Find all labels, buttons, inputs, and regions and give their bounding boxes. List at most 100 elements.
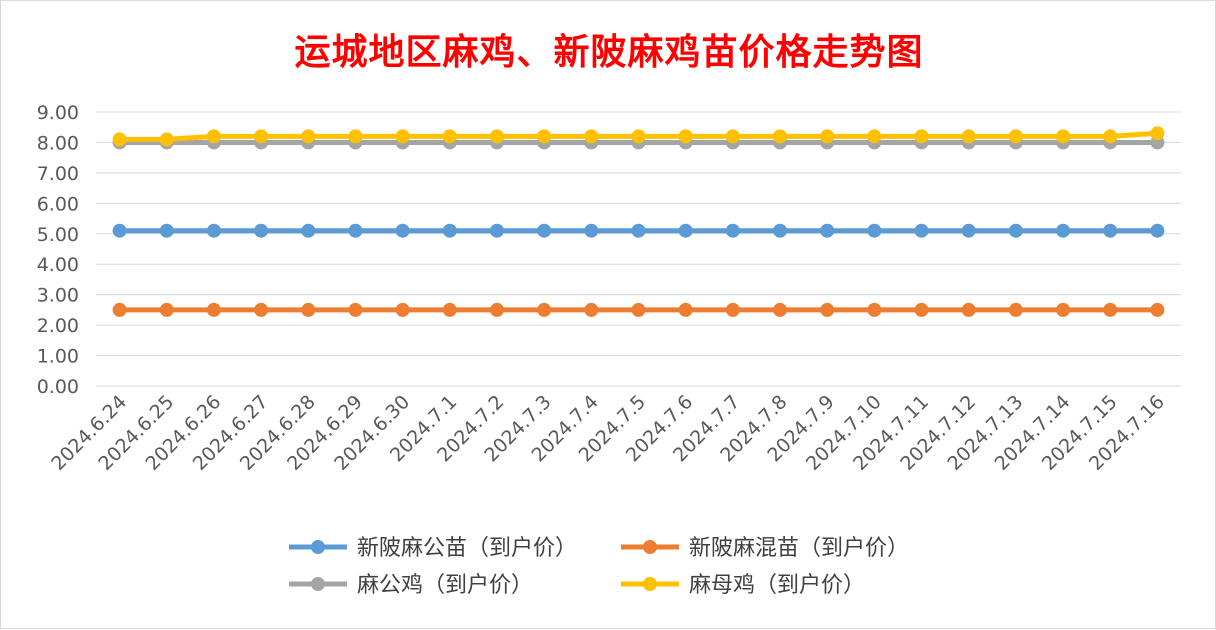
series-4 <box>112 126 1165 147</box>
y-tick-label: 4.00 <box>37 254 79 276</box>
data-point <box>773 302 788 317</box>
data-point <box>489 129 504 144</box>
y-tick-label: 5.00 <box>37 224 79 246</box>
data-point <box>254 129 269 144</box>
data-point <box>631 223 646 238</box>
y-axis-tick-labels: 0.00 1.00 2.00 3.00 4.00 5.00 6.00 7.00 8.00 9.00 <box>37 102 79 398</box>
data-point <box>1056 223 1071 238</box>
data-point <box>1103 129 1118 144</box>
data-point <box>678 302 693 317</box>
data-point <box>206 223 221 238</box>
legend-item: 麻公鸡（到户价） <box>289 573 533 598</box>
data-point <box>301 129 316 144</box>
data-point <box>631 302 646 317</box>
data-point <box>159 132 174 147</box>
data-point <box>489 223 504 238</box>
data-point <box>584 302 599 317</box>
data-point <box>442 302 457 317</box>
data-point <box>1103 302 1118 317</box>
legend: 新陂麻公苗（到户价） 新陂麻混苗（到户价） 麻公鸡（到户价） 麻母鸡（到户价） <box>289 536 909 598</box>
y-tick-label: 6.00 <box>37 193 79 215</box>
series-lines <box>112 126 1165 317</box>
chart-title: 运城地区麻鸡、新陂麻鸡苗价格走势图 <box>294 31 924 73</box>
data-point <box>206 129 221 144</box>
legend-label: 麻公鸡（到户价） <box>357 573 533 598</box>
data-point <box>395 129 410 144</box>
y-tick-label: 3.00 <box>37 285 79 307</box>
data-point <box>489 302 504 317</box>
data-point <box>1008 223 1023 238</box>
data-point <box>395 302 410 317</box>
data-point <box>1150 302 1165 317</box>
data-point <box>1150 126 1165 141</box>
data-point <box>395 223 410 238</box>
legend-item: 新陂麻混苗（到户价） <box>621 536 909 561</box>
data-point <box>820 129 835 144</box>
data-point <box>820 223 835 238</box>
data-point <box>301 223 316 238</box>
data-point <box>584 223 599 238</box>
legend-item: 新陂麻公苗（到户价） <box>289 536 577 561</box>
data-point <box>442 223 457 238</box>
y-tick-label: 2.00 <box>37 315 79 337</box>
data-point <box>112 302 127 317</box>
legend-swatch-marker <box>643 577 657 591</box>
data-point <box>820 302 835 317</box>
data-point <box>254 302 269 317</box>
data-point <box>112 132 127 147</box>
data-point <box>348 302 363 317</box>
legend-swatch-marker <box>643 540 657 554</box>
series-1 <box>112 223 1165 238</box>
data-point <box>1008 129 1023 144</box>
data-point <box>159 302 174 317</box>
legend-swatch-marker <box>311 577 325 591</box>
data-point <box>773 129 788 144</box>
data-point <box>537 129 552 144</box>
data-point <box>254 223 269 238</box>
data-point <box>112 223 127 238</box>
y-tick-label: 1.00 <box>37 346 79 368</box>
data-point <box>348 129 363 144</box>
data-point <box>537 223 552 238</box>
data-point <box>867 129 882 144</box>
data-point <box>725 302 740 317</box>
data-point <box>867 223 882 238</box>
data-point <box>1056 129 1071 144</box>
data-point <box>914 302 929 317</box>
data-point <box>206 302 221 317</box>
data-point <box>631 129 646 144</box>
legend-label: 新陂麻混苗（到户价） <box>689 536 909 561</box>
data-point <box>1056 302 1071 317</box>
data-point <box>584 129 599 144</box>
series-2 <box>112 302 1165 317</box>
y-tick-label: 8.00 <box>37 132 79 154</box>
data-point <box>1008 302 1023 317</box>
y-tick-label: 0.00 <box>37 376 79 398</box>
data-point <box>1150 223 1165 238</box>
x-axis-tick-labels: 2024.6.242024.6.252024.6.262024.6.272024… <box>47 391 1169 475</box>
data-point <box>725 223 740 238</box>
legend-swatch-marker <box>311 540 325 554</box>
data-point <box>867 302 882 317</box>
data-point <box>914 129 929 144</box>
data-point <box>537 302 552 317</box>
gridlines <box>96 111 1181 387</box>
legend-item: 麻母鸡（到户价） <box>621 573 865 598</box>
data-point <box>961 223 976 238</box>
data-point <box>961 302 976 317</box>
data-point <box>678 223 693 238</box>
data-point <box>301 302 316 317</box>
y-tick-label: 9.00 <box>37 102 79 124</box>
data-point <box>348 223 363 238</box>
data-point <box>678 129 693 144</box>
legend-label: 新陂麻公苗（到户价） <box>357 536 577 561</box>
data-point <box>773 223 788 238</box>
y-tick-label: 7.00 <box>37 163 79 185</box>
data-point <box>442 129 457 144</box>
data-point <box>725 129 740 144</box>
data-point <box>914 223 929 238</box>
data-point <box>961 129 976 144</box>
legend-label: 麻母鸡（到户价） <box>689 573 865 598</box>
